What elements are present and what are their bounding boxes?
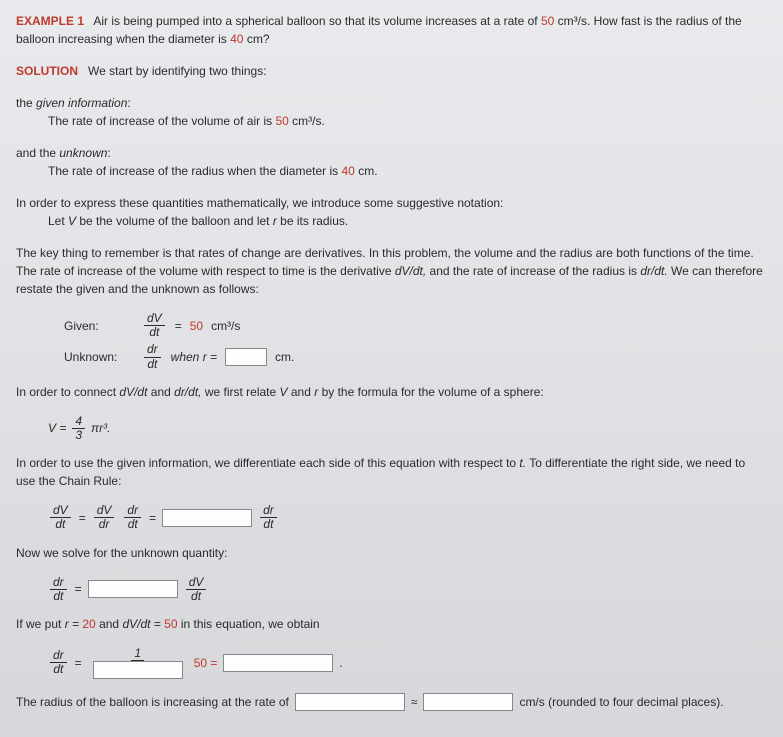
connect-block: In order to connect dV/dt and dr/dt, we … bbox=[16, 383, 767, 401]
unknown-row-unit: cm. bbox=[275, 348, 294, 366]
unknown-line: The rate of increase of the radius when … bbox=[48, 162, 767, 180]
given-label: the given information: bbox=[16, 94, 767, 112]
fifty-equals: 50 = bbox=[194, 654, 218, 672]
given-line: The rate of increase of the volume of ai… bbox=[48, 112, 767, 130]
solution-text: We start by identifying two things: bbox=[88, 64, 267, 78]
approx-symbol: ≈ bbox=[411, 693, 418, 711]
r-value-input[interactable] bbox=[225, 348, 267, 366]
key-block: The key thing to remember is that rates … bbox=[16, 244, 767, 298]
example-heading: EXAMPLE 1 Air is being pumped into a sph… bbox=[16, 12, 767, 48]
dvdt-fraction: dVdt bbox=[144, 312, 165, 339]
example-label: EXAMPLE 1 bbox=[16, 14, 84, 28]
unknown-row: Unknown: drdt when r = cm. bbox=[64, 343, 767, 370]
final-equation: drdt = 1 50 = . bbox=[48, 647, 767, 679]
given-text-a: The rate of increase of the volume of ai… bbox=[48, 114, 275, 128]
when-r-equals: when r = bbox=[171, 348, 217, 366]
solve-blank-1[interactable] bbox=[88, 580, 178, 598]
given-block: the given information: The rate of incre… bbox=[16, 94, 767, 130]
solution-heading: SOLUTION We start by identifying two thi… bbox=[16, 62, 767, 80]
given-row: Given: dVdt = 50 cm³/s bbox=[64, 312, 767, 339]
decimal-answer-input[interactable] bbox=[423, 693, 513, 711]
diameter-unit: cm? bbox=[243, 32, 269, 46]
unknown-unit: cm. bbox=[355, 164, 378, 178]
chain-equation: dVdt = dVdr drdt = drdt bbox=[48, 504, 767, 531]
rate-unit: cm³/s. bbox=[554, 14, 590, 28]
final-line: The radius of the balloon is increasing … bbox=[16, 693, 767, 711]
solve-heading: Now we solve for the unknown quantity: bbox=[16, 544, 767, 562]
notation-block: In order to express these quantities mat… bbox=[16, 194, 767, 230]
ifput-line: If we put r = 20 and dV/dt = 50 in this … bbox=[16, 615, 767, 633]
drdt-fraction: drdt bbox=[144, 343, 161, 370]
denominator-blank[interactable] bbox=[93, 661, 183, 679]
unknown-row-label: Unknown: bbox=[64, 348, 134, 366]
notation-line-b: Let V be the volume of the balloon and l… bbox=[48, 212, 767, 230]
unknown-label: and the unknown: bbox=[16, 144, 767, 162]
example-text-a: Air is being pumped into a spherical bal… bbox=[93, 14, 541, 28]
given-rate: 50 bbox=[275, 114, 288, 128]
final-unit: cm/s (rounded to four decimal places). bbox=[519, 693, 723, 711]
chain-blank-1[interactable] bbox=[162, 509, 252, 527]
result-blank-1[interactable] bbox=[223, 654, 333, 672]
exact-answer-input[interactable] bbox=[295, 693, 405, 711]
volume-formula: V = 43 πr³. bbox=[48, 415, 767, 442]
chain-block: In order to use the given information, w… bbox=[16, 454, 767, 490]
unknown-block: and the unknown: The rate of increase of… bbox=[16, 144, 767, 180]
unknown-text-a: The rate of increase of the radius when … bbox=[48, 164, 342, 178]
solve-equation: drdt = dVdt bbox=[48, 576, 767, 603]
given-unit: cm³/s. bbox=[289, 114, 325, 128]
solution-label: SOLUTION bbox=[16, 64, 78, 78]
given-row-label: Given: bbox=[64, 317, 134, 335]
final-text-a: The radius of the balloon is increasing … bbox=[16, 693, 289, 711]
rate-value: 50 bbox=[541, 14, 554, 28]
unknown-diameter: 40 bbox=[342, 164, 355, 178]
notation-line-a: In order to express these quantities mat… bbox=[16, 194, 767, 212]
diameter-value: 40 bbox=[230, 32, 243, 46]
